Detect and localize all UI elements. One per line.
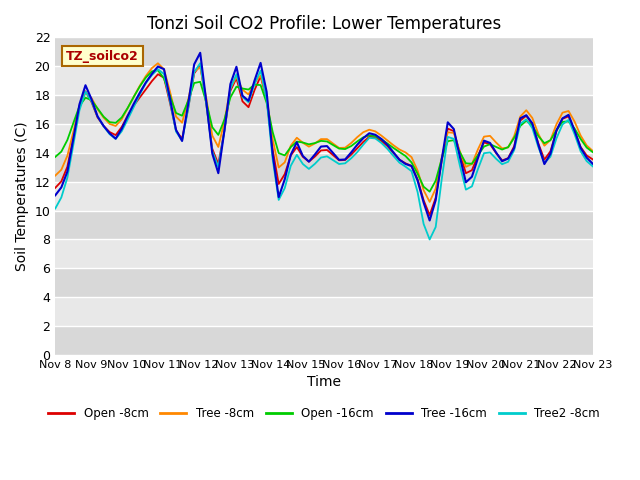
Tree -8cm — [438, 155, 445, 160]
Tree -8cm — [510, 133, 518, 139]
Open -16cm — [522, 118, 530, 123]
Bar — [55, 153, 593, 182]
Line: Tree -8cm: Tree -8cm — [55, 63, 593, 202]
Open -8cm — [438, 158, 445, 164]
Tree -16cm — [51, 192, 59, 198]
Open -16cm — [426, 189, 433, 194]
Tree2 -8cm — [221, 128, 228, 134]
Open -16cm — [124, 105, 132, 111]
Open -8cm — [124, 113, 132, 119]
Bar — [55, 37, 593, 66]
Tree -8cm — [51, 173, 59, 179]
Line: Tree -16cm: Tree -16cm — [55, 53, 593, 220]
Legend: Open -8cm, Tree -8cm, Open -16cm, Tree -16cm, Tree2 -8cm: Open -8cm, Tree -8cm, Open -16cm, Tree -… — [44, 402, 604, 425]
Open -16cm — [221, 117, 228, 122]
Tree -16cm — [196, 50, 204, 56]
Open -16cm — [154, 67, 162, 73]
Open -8cm — [522, 113, 530, 119]
Open -8cm — [196, 62, 204, 68]
Line: Open -16cm: Open -16cm — [55, 70, 593, 192]
Tree -8cm — [124, 105, 132, 111]
Tree -16cm — [522, 112, 530, 118]
Line: Tree2 -8cm: Tree2 -8cm — [55, 63, 593, 240]
Tree -16cm — [577, 145, 584, 151]
Title: Tonzi Soil CO2 Profile: Lower Temperatures: Tonzi Soil CO2 Profile: Lower Temperatur… — [147, 15, 501, 33]
Tree2 -8cm — [589, 163, 596, 169]
Tree -16cm — [510, 145, 518, 151]
Open -8cm — [510, 143, 518, 149]
Bar — [55, 211, 593, 240]
Tree2 -8cm — [124, 117, 132, 122]
Tree2 -8cm — [51, 205, 59, 211]
Tree2 -8cm — [438, 176, 445, 182]
Open -16cm — [510, 135, 518, 141]
Open -8cm — [577, 144, 584, 150]
Tree -16cm — [221, 128, 228, 134]
Bar — [55, 326, 593, 355]
Y-axis label: Soil Temperatures (C): Soil Temperatures (C) — [15, 121, 29, 271]
Open -8cm — [426, 212, 433, 218]
Tree2 -8cm — [196, 60, 204, 66]
Tree -16cm — [589, 161, 596, 167]
Tree -8cm — [522, 108, 530, 113]
Tree2 -8cm — [510, 147, 518, 153]
Open -16cm — [51, 154, 59, 160]
Text: TZ_soilco2: TZ_soilco2 — [66, 49, 139, 62]
X-axis label: Time: Time — [307, 375, 341, 389]
Tree -16cm — [124, 113, 132, 119]
Open -8cm — [221, 128, 228, 133]
Line: Open -8cm: Open -8cm — [55, 65, 593, 215]
Tree -8cm — [154, 60, 162, 66]
Tree -8cm — [221, 119, 228, 124]
Tree -8cm — [426, 199, 433, 205]
Open -8cm — [589, 156, 596, 162]
Bar — [55, 95, 593, 124]
Tree -16cm — [438, 156, 445, 162]
Tree -8cm — [589, 148, 596, 154]
Bar — [55, 268, 593, 297]
Tree -16cm — [426, 217, 433, 223]
Tree2 -8cm — [577, 148, 584, 154]
Open -16cm — [589, 149, 596, 155]
Tree -8cm — [577, 132, 584, 138]
Tree2 -8cm — [522, 117, 530, 122]
Open -8cm — [51, 185, 59, 191]
Open -16cm — [577, 136, 584, 142]
Tree2 -8cm — [426, 237, 433, 242]
Open -16cm — [438, 156, 445, 161]
